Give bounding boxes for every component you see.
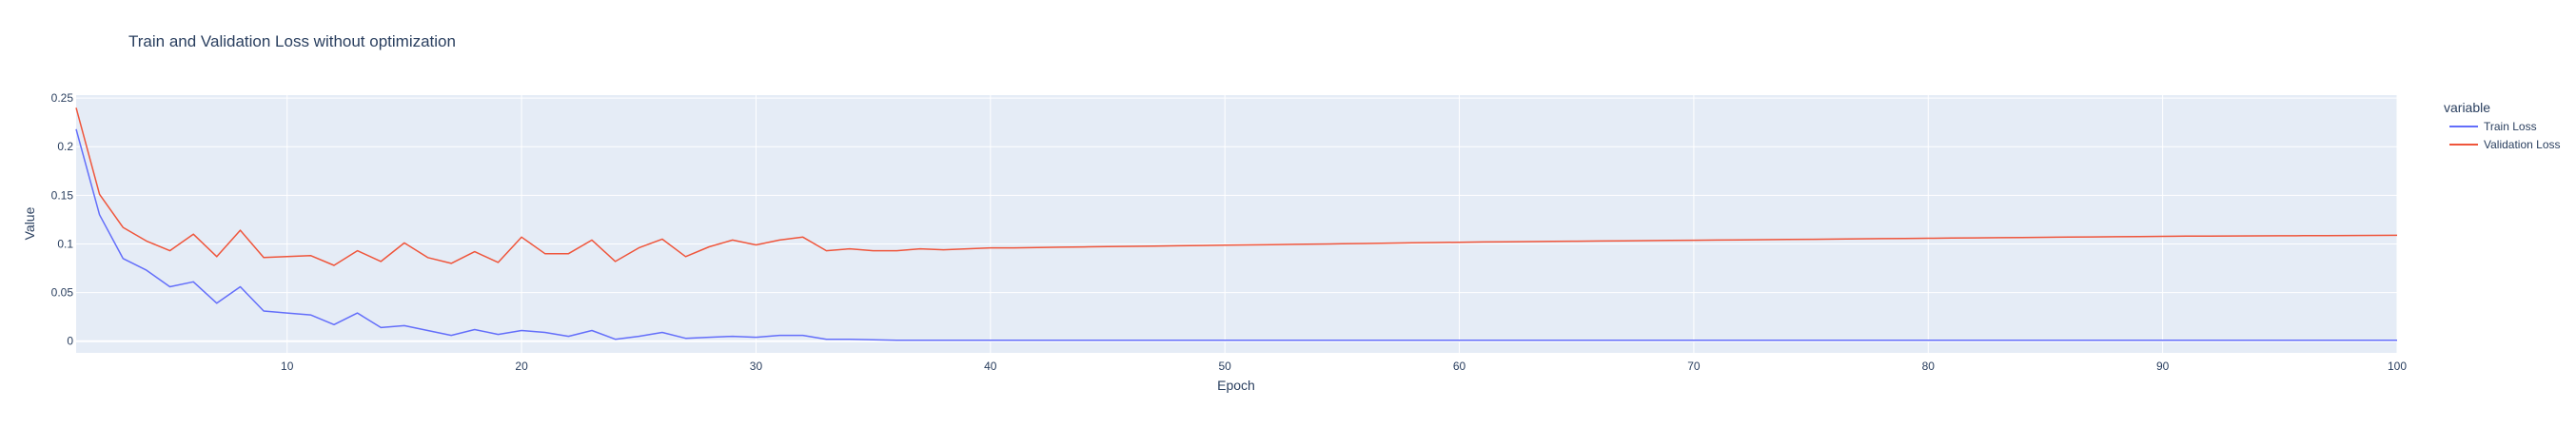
x-tick-label: 60: [1453, 360, 1466, 373]
y-gridlines: [76, 97, 2397, 342]
x-tick-label: 30: [750, 360, 763, 373]
plot-area: [76, 95, 2397, 353]
y-tick-label: 0.1: [57, 237, 73, 250]
y-tick-label: 0: [67, 335, 73, 348]
x-tick-label: 10: [281, 360, 294, 373]
x-tick-label: 100: [2388, 360, 2407, 373]
x-axis-title: Epoch: [1217, 378, 1255, 393]
x-tick-label: 70: [1687, 360, 1701, 373]
x-tick-label: 40: [984, 360, 997, 373]
y-tick-label: 0.05: [51, 286, 74, 300]
legend[interactable]: variable Train Loss Validation Loss: [2444, 100, 2561, 151]
x-axis-ticks: 10 20 30 40 50 60 70 80 90 100: [281, 360, 2407, 373]
y-tick-label: 0.15: [51, 188, 74, 202]
x-tick-label: 50: [1219, 360, 1232, 373]
validation-loss-line: [75, 107, 2398, 266]
y-axis-ticks: 0 0.05 0.1 0.15 0.2 0.25: [51, 91, 74, 348]
x-tick-label: 90: [2156, 360, 2170, 373]
train-loss-line: [75, 128, 2397, 341]
legend-title: variable: [2444, 100, 2490, 115]
legend-item-train-loss[interactable]: Train Loss: [2449, 120, 2537, 133]
legend-label: Validation Loss: [2484, 138, 2561, 151]
x-gridlines: [286, 95, 2398, 353]
legend-items[interactable]: Train Loss Validation Loss: [2449, 120, 2561, 151]
y-tick-label: 0.2: [57, 140, 73, 153]
chart-title: Train and Validation Loss without optimi…: [128, 32, 456, 50]
y-axis-title: Value: [22, 206, 37, 240]
x-tick-label: 80: [1922, 360, 1936, 373]
legend-item-validation-loss[interactable]: Validation Loss: [2449, 138, 2561, 151]
y-tick-label: 0.25: [51, 91, 74, 105]
x-tick-label: 20: [515, 360, 528, 373]
legend-label: Train Loss: [2484, 120, 2537, 133]
series-lines: [75, 107, 2398, 341]
